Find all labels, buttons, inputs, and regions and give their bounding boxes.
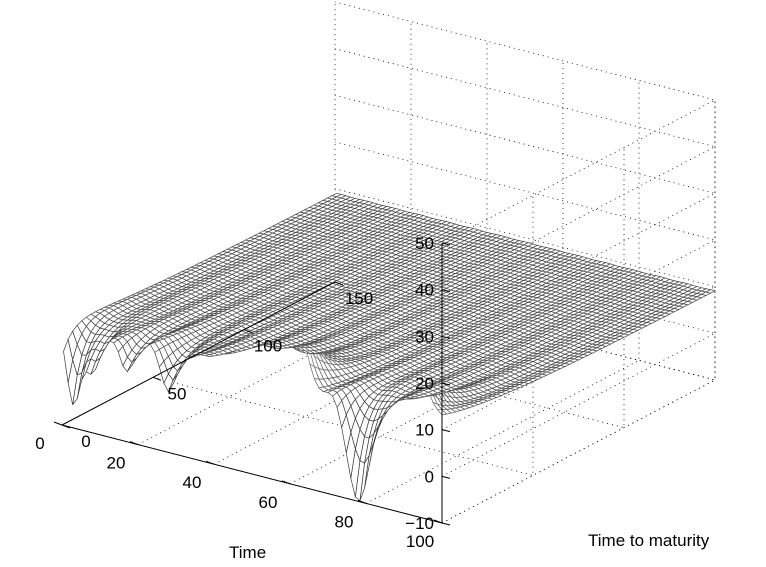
grid-line-x [61, 2, 336, 426]
grid-line-y [152, 195, 534, 476]
grid-line-z [334, 1, 717, 244]
surface-mesh [63, 192, 716, 502]
